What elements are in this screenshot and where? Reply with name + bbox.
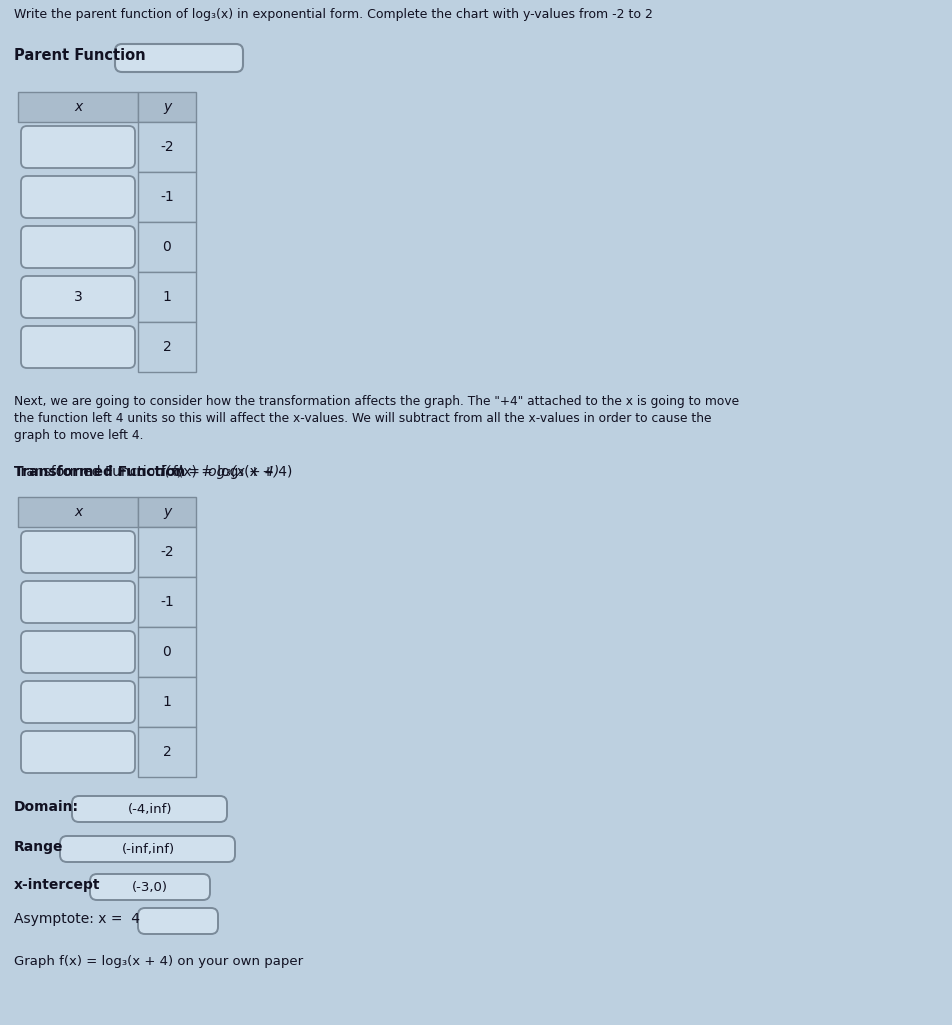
FancyBboxPatch shape bbox=[21, 176, 135, 218]
Text: 1: 1 bbox=[163, 695, 171, 709]
Text: y: y bbox=[163, 100, 171, 114]
Bar bbox=[138, 676, 196, 727]
FancyBboxPatch shape bbox=[21, 226, 135, 268]
FancyBboxPatch shape bbox=[138, 908, 218, 934]
Text: Transformed Function: Transformed Function bbox=[14, 465, 185, 479]
Text: 2: 2 bbox=[163, 340, 171, 354]
Bar bbox=[138, 497, 196, 527]
Text: x: x bbox=[74, 100, 82, 114]
Bar bbox=[138, 527, 196, 577]
Text: 0: 0 bbox=[163, 645, 171, 659]
Text: -2: -2 bbox=[160, 140, 173, 154]
Text: (-4,inf): (-4,inf) bbox=[128, 803, 172, 816]
Text: Transformed Function  f(x) = log₃(x + 4): Transformed Function f(x) = log₃(x + 4) bbox=[14, 465, 292, 479]
Text: 1: 1 bbox=[163, 290, 171, 304]
Text: Write the parent function of log₃(x) in exponential form. Complete the chart wit: Write the parent function of log₃(x) in … bbox=[14, 8, 652, 20]
FancyBboxPatch shape bbox=[89, 874, 209, 900]
Text: 2: 2 bbox=[163, 745, 171, 758]
Text: f(x) = log₃(x + 4): f(x) = log₃(x + 4) bbox=[160, 465, 279, 479]
Bar bbox=[138, 122, 196, 172]
FancyBboxPatch shape bbox=[72, 796, 227, 822]
Bar bbox=[138, 727, 196, 777]
Text: y: y bbox=[163, 505, 171, 519]
Text: -1: -1 bbox=[160, 594, 173, 609]
FancyBboxPatch shape bbox=[21, 581, 135, 623]
FancyBboxPatch shape bbox=[21, 326, 135, 368]
Text: x-intercept: x-intercept bbox=[14, 878, 100, 892]
Text: Domain:: Domain: bbox=[14, 800, 79, 814]
Text: the function left 4 units so this will affect the x-values. We will subtract fro: the function left 4 units so this will a… bbox=[14, 412, 711, 425]
Bar bbox=[18, 92, 138, 122]
Bar bbox=[138, 627, 196, 676]
Text: -2: -2 bbox=[160, 545, 173, 559]
Bar bbox=[138, 272, 196, 322]
FancyBboxPatch shape bbox=[21, 276, 135, 318]
Bar bbox=[138, 172, 196, 222]
Text: Next, we are going to consider how the transformation affects the graph. The "+4: Next, we are going to consider how the t… bbox=[14, 395, 739, 408]
Bar bbox=[18, 497, 138, 527]
Text: 3: 3 bbox=[73, 290, 82, 304]
Bar bbox=[138, 222, 196, 272]
FancyBboxPatch shape bbox=[21, 126, 135, 168]
Text: (-inf,inf): (-inf,inf) bbox=[121, 843, 174, 856]
FancyBboxPatch shape bbox=[21, 531, 135, 573]
Text: Graph f(x) = log₃(x + 4) on your own paper: Graph f(x) = log₃(x + 4) on your own pap… bbox=[14, 955, 303, 968]
Text: Range: Range bbox=[14, 840, 64, 854]
Bar bbox=[138, 322, 196, 372]
Text: x: x bbox=[74, 505, 82, 519]
Text: Asymptote: x =  4: Asymptote: x = 4 bbox=[14, 912, 140, 926]
FancyBboxPatch shape bbox=[21, 681, 135, 723]
Text: Parent Function: Parent Function bbox=[14, 48, 146, 63]
Text: 0: 0 bbox=[163, 240, 171, 254]
Bar bbox=[138, 577, 196, 627]
Bar bbox=[138, 92, 196, 122]
Text: (-3,0): (-3,0) bbox=[132, 880, 168, 894]
Text: -1: -1 bbox=[160, 190, 173, 204]
FancyBboxPatch shape bbox=[60, 836, 235, 862]
FancyBboxPatch shape bbox=[21, 631, 135, 673]
FancyBboxPatch shape bbox=[115, 44, 243, 72]
FancyBboxPatch shape bbox=[21, 731, 135, 773]
Text: graph to move left 4.: graph to move left 4. bbox=[14, 429, 144, 442]
